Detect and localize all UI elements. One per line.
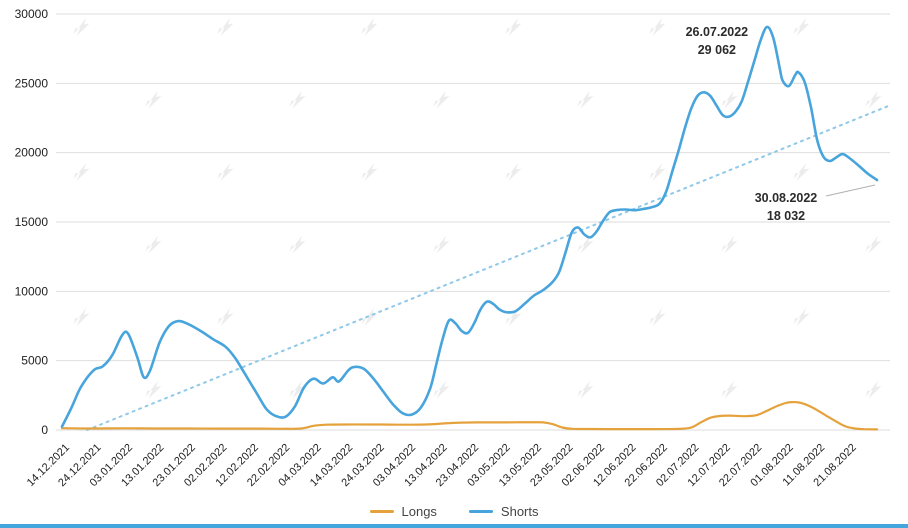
logo-watermark-icon [362, 18, 378, 36]
logo-watermark-icon [218, 163, 234, 181]
annotation-leader-line [825, 184, 876, 197]
logo-watermark-icon [74, 308, 90, 326]
longs-line [60, 400, 879, 431]
logo-watermark-icon [290, 235, 306, 254]
line-chart: 26.07.2022 29 062 30.08.2022 18 032 14.12.2… [15, 7, 891, 489]
logo-watermark-icon [434, 90, 450, 109]
logo-watermark-icon [434, 235, 450, 254]
logo-watermark-icon [506, 308, 522, 326]
logo-watermark-icon [578, 380, 594, 399]
logo-watermark-icon [866, 235, 882, 254]
logo-watermark-icon [866, 90, 882, 109]
legend-label-longs: Longs [401, 504, 437, 519]
y-tick-label: 25000 [15, 76, 49, 90]
logo-watermark-icon [650, 18, 666, 36]
logo-watermark-icon [578, 90, 594, 109]
y-tick-label: 5000 [21, 354, 48, 368]
annotation-date: 26.07.2022 [686, 25, 749, 39]
y-tick-label: 20000 [15, 146, 49, 160]
logo-watermark-icon [146, 380, 162, 399]
x-axis-labels: 14.12.202124.12.202103.01.202213.01.2022… [25, 442, 859, 489]
legend-item-longs[interactable]: Longs [369, 504, 437, 519]
logo-watermark-icon [74, 163, 90, 181]
logo-watermark-icon [146, 235, 162, 254]
logo-watermark-icon [218, 308, 234, 326]
grid-layer [56, 13, 890, 431]
logo-watermark-icon [722, 90, 738, 109]
series-layer [60, 25, 891, 431]
logo-watermark-icon [794, 308, 810, 326]
watermark-layer [74, 18, 882, 399]
annotation-value: 18 032 [767, 209, 805, 223]
logo-watermark-icon [722, 235, 738, 254]
logo-watermark-icon [506, 18, 522, 36]
logo-watermark-icon [434, 380, 450, 399]
logo-watermark-icon [506, 163, 522, 181]
logo-watermark-icon [74, 18, 90, 36]
logo-watermark-icon [362, 308, 378, 326]
logo-watermark-icon [722, 380, 738, 399]
y-tick-label: 0 [41, 423, 48, 437]
annotation-value: 29 062 [698, 43, 736, 57]
shorts-line [60, 25, 879, 428]
logo-watermark-icon [578, 235, 594, 254]
trend-line [86, 104, 891, 431]
y-axis-labels: 0 5000 10000 15000 20000 25000 30000 [15, 7, 49, 437]
logo-watermark-icon [218, 18, 234, 36]
logo-watermark-icon [146, 90, 162, 109]
legend-label-shorts: Shorts [500, 504, 539, 519]
logo-watermark-icon [650, 308, 666, 326]
logo-watermark-icon [794, 18, 810, 36]
logo-watermark-icon [650, 163, 666, 181]
y-tick-label: 10000 [15, 284, 49, 298]
shorts-line-swatch [468, 510, 493, 513]
longs-line-swatch [369, 510, 394, 513]
annotation-date: 30.08.2022 [755, 191, 818, 205]
logo-watermark-icon [290, 90, 306, 109]
logo-watermark-icon [290, 380, 306, 399]
chart-legend: Longs Shorts [0, 504, 908, 519]
y-tick-label: 15000 [15, 215, 49, 229]
logo-watermark-icon [866, 380, 882, 399]
y-tick-label: 30000 [15, 7, 49, 21]
logo-watermark-icon [362, 163, 378, 181]
legend-item-shorts[interactable]: Shorts [468, 504, 539, 519]
annotations-layer: 26.07.2022 29 062 30.08.2022 18 032 [686, 25, 876, 223]
logo-watermark-icon [794, 163, 810, 181]
brand-accent-bar [0, 524, 908, 528]
